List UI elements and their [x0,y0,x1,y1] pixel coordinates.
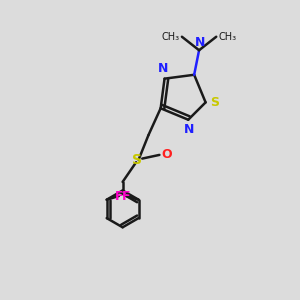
Text: S: S [210,96,219,109]
Text: S: S [132,153,142,167]
Text: N: N [158,62,169,75]
Text: N: N [194,36,205,49]
Text: N: N [184,123,195,136]
Text: F: F [115,190,124,202]
Text: O: O [161,148,172,161]
Text: F: F [122,190,130,202]
Text: CH₃: CH₃ [162,32,180,42]
Text: CH₃: CH₃ [218,32,236,42]
